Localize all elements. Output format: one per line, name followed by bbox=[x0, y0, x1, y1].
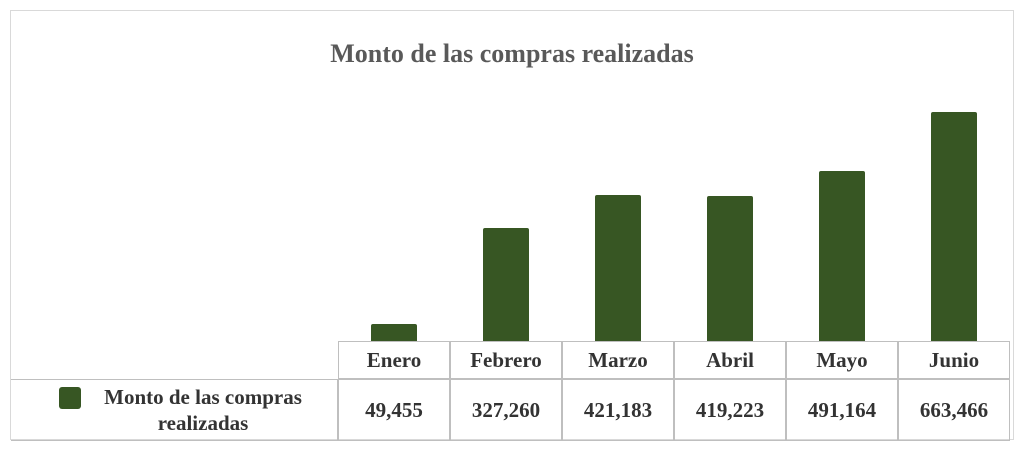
x-tick-label: Enero bbox=[338, 341, 450, 379]
x-tick-label: Junio bbox=[898, 341, 1010, 379]
data-label: 327,260 bbox=[450, 379, 562, 441]
x-tick-label: Marzo bbox=[562, 341, 674, 379]
bar bbox=[931, 111, 977, 341]
bar bbox=[819, 171, 865, 341]
chart-title: Monto de las compras realizadas bbox=[330, 39, 694, 68]
data-label: 421,183 bbox=[562, 379, 674, 441]
data-label: 663,466 bbox=[898, 379, 1010, 441]
data-label: 491,164 bbox=[786, 379, 898, 441]
x-tick-label: Abril bbox=[674, 341, 786, 379]
legend-swatch bbox=[59, 387, 81, 409]
x-tick-label: Febrero bbox=[450, 341, 562, 379]
legend-entry: Monto de las compras realizadas bbox=[11, 379, 338, 441]
chart: Monto de las compras realizadas Enero Feb… bbox=[10, 10, 1014, 441]
data-label: 419,223 bbox=[674, 379, 786, 441]
bar bbox=[483, 227, 529, 341]
legend-label: Monto de las compras realizadas bbox=[104, 385, 302, 435]
bar bbox=[371, 323, 417, 341]
bar bbox=[595, 195, 641, 341]
x-tick-label: Mayo bbox=[786, 341, 898, 379]
bar bbox=[707, 196, 753, 341]
data-label: 49,455 bbox=[338, 379, 450, 441]
